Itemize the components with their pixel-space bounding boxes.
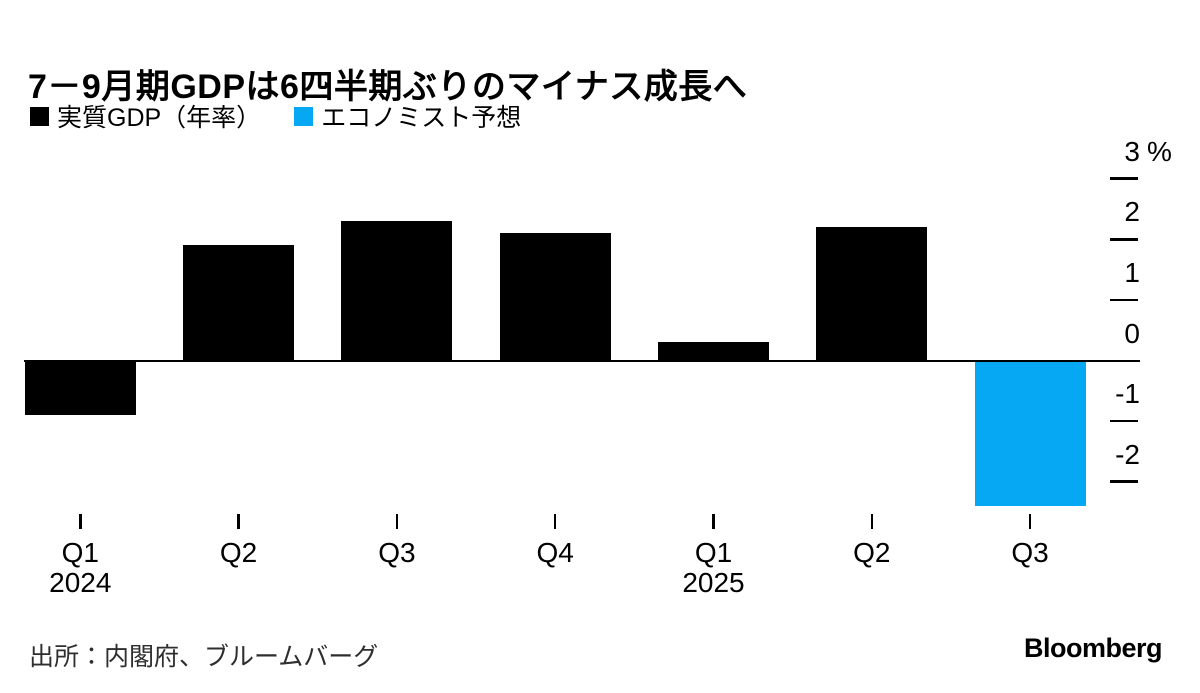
- x-axis-label-q3: Q3: [378, 537, 416, 568]
- x-axis-baseline: [24, 359, 1140, 362]
- bar-q2: [183, 245, 295, 361]
- y-axis-tick-3: [1110, 177, 1138, 180]
- x-axis-year-label-2025: 2025: [682, 567, 745, 598]
- chart-legend: 実質GDP（年率） エコノミスト予想: [30, 104, 521, 132]
- x-axis-label-q1-2024: Q1: [61, 537, 99, 568]
- chart-title: 7－9月期GDPは6四半期ぶりのマイナス成長へ: [28, 67, 748, 106]
- legend-item-forecast: エコノミスト予想: [294, 104, 521, 132]
- x-axis-label-q2: Q2: [853, 537, 891, 568]
- y-axis-tick--2: [1110, 480, 1138, 483]
- y-axis-label-0: 0: [1124, 317, 1140, 349]
- legend-item-actual: 実質GDP（年率）: [30, 104, 261, 132]
- bar-q2: [816, 227, 928, 361]
- y-axis-unit-label: %: [1147, 135, 1172, 167]
- x-axis-label-q4: Q4: [536, 537, 574, 568]
- x-axis-label-q2: Q2: [219, 537, 258, 568]
- bar-q1-2024: [24, 360, 136, 416]
- x-axis-tick-q3: [395, 514, 399, 529]
- legend-swatch-actual-icon: [30, 106, 49, 126]
- x-axis-tick-q4: [553, 514, 557, 529]
- x-axis-tick-q3: [1028, 514, 1032, 529]
- y-axis-label-1: 1: [1124, 256, 1140, 288]
- bar-q1-2025: [658, 342, 769, 361]
- y-axis-label-2: 2: [1124, 196, 1140, 228]
- y-axis-label--1: -1: [1115, 378, 1140, 410]
- source-note: 出所：内閣府、ブルームバーグ: [29, 643, 379, 671]
- x-axis-label-q3: Q3: [1011, 537, 1049, 568]
- legend-swatch-forecast-icon: [294, 106, 314, 126]
- y-axis-tick-2: [1110, 238, 1138, 241]
- x-axis-tick-q2: [237, 514, 240, 529]
- bar-q4: [499, 233, 611, 361]
- x-axis-tick-q2: [870, 514, 874, 529]
- x-axis-tick-q1-2024: [79, 514, 82, 529]
- y-axis-label-3: 3: [1124, 135, 1140, 167]
- legend-label-actual: 実質GDP（年率）: [57, 104, 262, 132]
- x-axis-year-label-2024: 2024: [49, 567, 112, 598]
- x-axis-tick-q1-2025: [712, 514, 715, 529]
- x-axis-label-q1-2025: Q1: [694, 537, 733, 568]
- bloomberg-logo: Bloomberg: [1023, 633, 1163, 663]
- y-axis-label--2: -2: [1115, 438, 1140, 470]
- bar-q3: [974, 360, 1086, 506]
- y-axis-tick-1: [1110, 298, 1138, 302]
- y-axis-tick--1: [1110, 419, 1138, 423]
- legend-label-forecast: エコノミスト予想: [321, 104, 522, 132]
- bar-q3: [341, 221, 453, 361]
